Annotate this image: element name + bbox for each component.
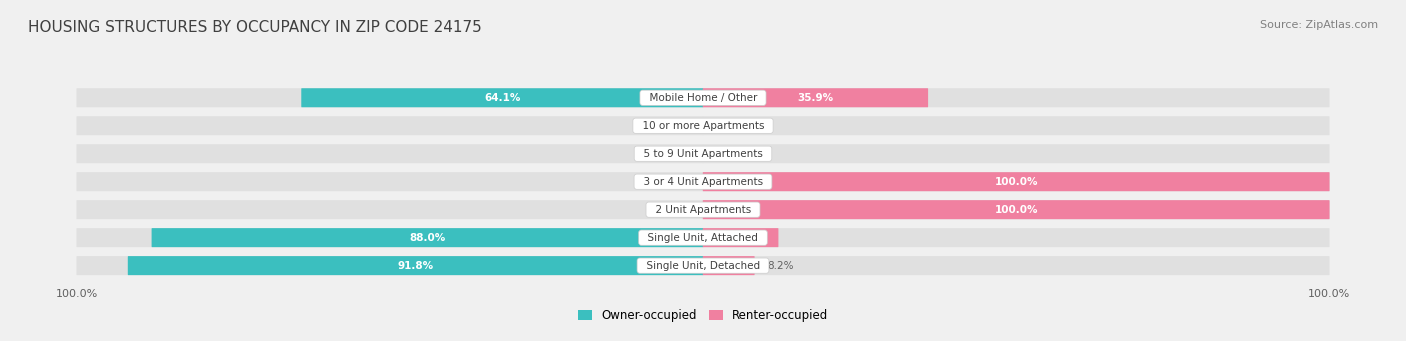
Text: 0.0%: 0.0% xyxy=(716,149,742,159)
FancyBboxPatch shape xyxy=(76,228,703,247)
Text: 100.0%: 100.0% xyxy=(1308,290,1350,299)
FancyBboxPatch shape xyxy=(301,88,703,107)
FancyBboxPatch shape xyxy=(76,144,703,163)
FancyBboxPatch shape xyxy=(703,200,1330,219)
FancyBboxPatch shape xyxy=(76,116,703,135)
Text: 88.0%: 88.0% xyxy=(409,233,446,243)
Text: 0.0%: 0.0% xyxy=(716,121,742,131)
Text: 5 to 9 Unit Apartments: 5 to 9 Unit Apartments xyxy=(637,149,769,159)
Text: 10 or more Apartments: 10 or more Apartments xyxy=(636,121,770,131)
Text: 100.0%: 100.0% xyxy=(994,177,1038,187)
Text: 35.9%: 35.9% xyxy=(797,93,834,103)
Text: 91.8%: 91.8% xyxy=(398,261,433,271)
FancyBboxPatch shape xyxy=(703,88,1330,107)
Text: 0.0%: 0.0% xyxy=(664,177,690,187)
Text: 64.1%: 64.1% xyxy=(484,93,520,103)
FancyBboxPatch shape xyxy=(152,228,703,247)
Legend: Owner-occupied, Renter-occupied: Owner-occupied, Renter-occupied xyxy=(578,309,828,322)
Text: 100.0%: 100.0% xyxy=(56,290,98,299)
FancyBboxPatch shape xyxy=(703,228,1330,247)
Text: 0.0%: 0.0% xyxy=(664,205,690,215)
FancyBboxPatch shape xyxy=(76,256,703,275)
FancyBboxPatch shape xyxy=(703,144,1330,163)
Text: 0.0%: 0.0% xyxy=(664,149,690,159)
FancyBboxPatch shape xyxy=(76,200,703,219)
Text: HOUSING STRUCTURES BY OCCUPANCY IN ZIP CODE 24175: HOUSING STRUCTURES BY OCCUPANCY IN ZIP C… xyxy=(28,20,482,35)
FancyBboxPatch shape xyxy=(76,172,703,191)
FancyBboxPatch shape xyxy=(703,88,928,107)
FancyBboxPatch shape xyxy=(76,88,703,107)
Text: 3 or 4 Unit Apartments: 3 or 4 Unit Apartments xyxy=(637,177,769,187)
FancyBboxPatch shape xyxy=(703,228,779,247)
Text: 2 Unit Apartments: 2 Unit Apartments xyxy=(648,205,758,215)
Text: 100.0%: 100.0% xyxy=(994,205,1038,215)
FancyBboxPatch shape xyxy=(128,256,703,275)
FancyBboxPatch shape xyxy=(703,256,755,275)
FancyBboxPatch shape xyxy=(703,256,1330,275)
FancyBboxPatch shape xyxy=(703,172,1330,191)
Text: Source: ZipAtlas.com: Source: ZipAtlas.com xyxy=(1260,20,1378,30)
Text: Mobile Home / Other: Mobile Home / Other xyxy=(643,93,763,103)
Text: Single Unit, Attached: Single Unit, Attached xyxy=(641,233,765,243)
FancyBboxPatch shape xyxy=(703,116,1330,135)
Text: 8.2%: 8.2% xyxy=(766,261,793,271)
FancyBboxPatch shape xyxy=(703,172,1330,191)
Text: 12.0%: 12.0% xyxy=(723,233,759,243)
FancyBboxPatch shape xyxy=(703,200,1330,219)
Text: Single Unit, Detached: Single Unit, Detached xyxy=(640,261,766,271)
Text: 0.0%: 0.0% xyxy=(664,121,690,131)
